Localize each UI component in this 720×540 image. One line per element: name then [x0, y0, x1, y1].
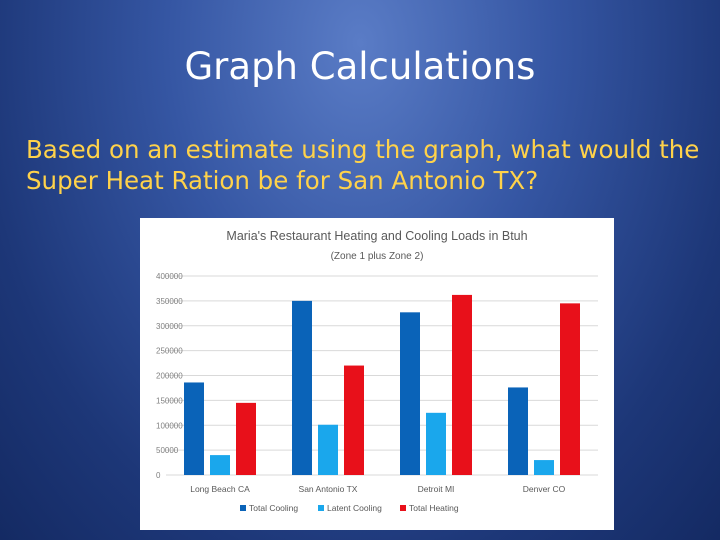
slide-question: Based on an estimate using the graph, wh…: [26, 135, 700, 195]
chart-subtitle: (Zone 1 plus Zone 2): [331, 251, 424, 262]
y-tick-label: 0: [156, 471, 161, 480]
bar-latent-cooling: [426, 412, 446, 475]
x-tick-label: Denver CO: [523, 484, 566, 494]
legend-swatch: [240, 505, 246, 511]
y-tick-label: 150000: [156, 396, 183, 405]
bar-total-heating: [236, 402, 256, 475]
bar-chart: Maria's Restaurant Heating and Cooling L…: [156, 229, 598, 513]
y-tick-label: 100000: [156, 421, 183, 430]
bar-total-cooling: [508, 387, 528, 475]
legend-label: Latent Cooling: [327, 503, 382, 513]
bar-total-heating: [344, 365, 364, 475]
bar-latent-cooling: [318, 424, 338, 475]
legend-swatch: [318, 505, 324, 511]
y-axis-ticks: 0 50000 100000 150000 200000 250000 300000 3500…: [156, 272, 183, 480]
bars: [184, 294, 580, 475]
y-tick-label: 300000: [156, 322, 183, 331]
bar-total-heating: [452, 294, 472, 475]
legend-swatch: [400, 505, 406, 511]
bar-total-cooling: [292, 300, 312, 475]
legend-label: Total Heating: [409, 503, 459, 513]
bar-total-heating: [560, 303, 580, 475]
bar-latent-cooling: [210, 455, 230, 475]
legend-label: Total Cooling: [249, 503, 298, 513]
x-tick-label: San Antonio TX: [299, 484, 358, 494]
x-axis-ticks: Long Beach CA San Antonio TX Detroit MI Den…: [190, 484, 565, 494]
y-tick-label: 350000: [156, 297, 183, 306]
legend: Total Cooling Latent Cooling Total Heating: [240, 503, 459, 513]
x-tick-label: Detroit MI: [418, 484, 455, 494]
chart-container: Maria's Restaurant Heating and Cooling L…: [140, 218, 614, 530]
y-tick-label: 250000: [156, 347, 183, 356]
chart-title: Maria's Restaurant Heating and Cooling L…: [226, 229, 527, 243]
y-tick-label: 200000: [156, 372, 183, 381]
bar-total-cooling: [184, 382, 204, 475]
y-tick-label: 50000: [156, 446, 179, 455]
slide-title: Graph Calculations: [184, 45, 536, 88]
y-tick-label: 400000: [156, 272, 183, 281]
bar-total-cooling: [400, 312, 420, 475]
bar-latent-cooling: [534, 460, 554, 475]
x-tick-label: Long Beach CA: [190, 484, 250, 494]
gridlines: [166, 275, 598, 476]
